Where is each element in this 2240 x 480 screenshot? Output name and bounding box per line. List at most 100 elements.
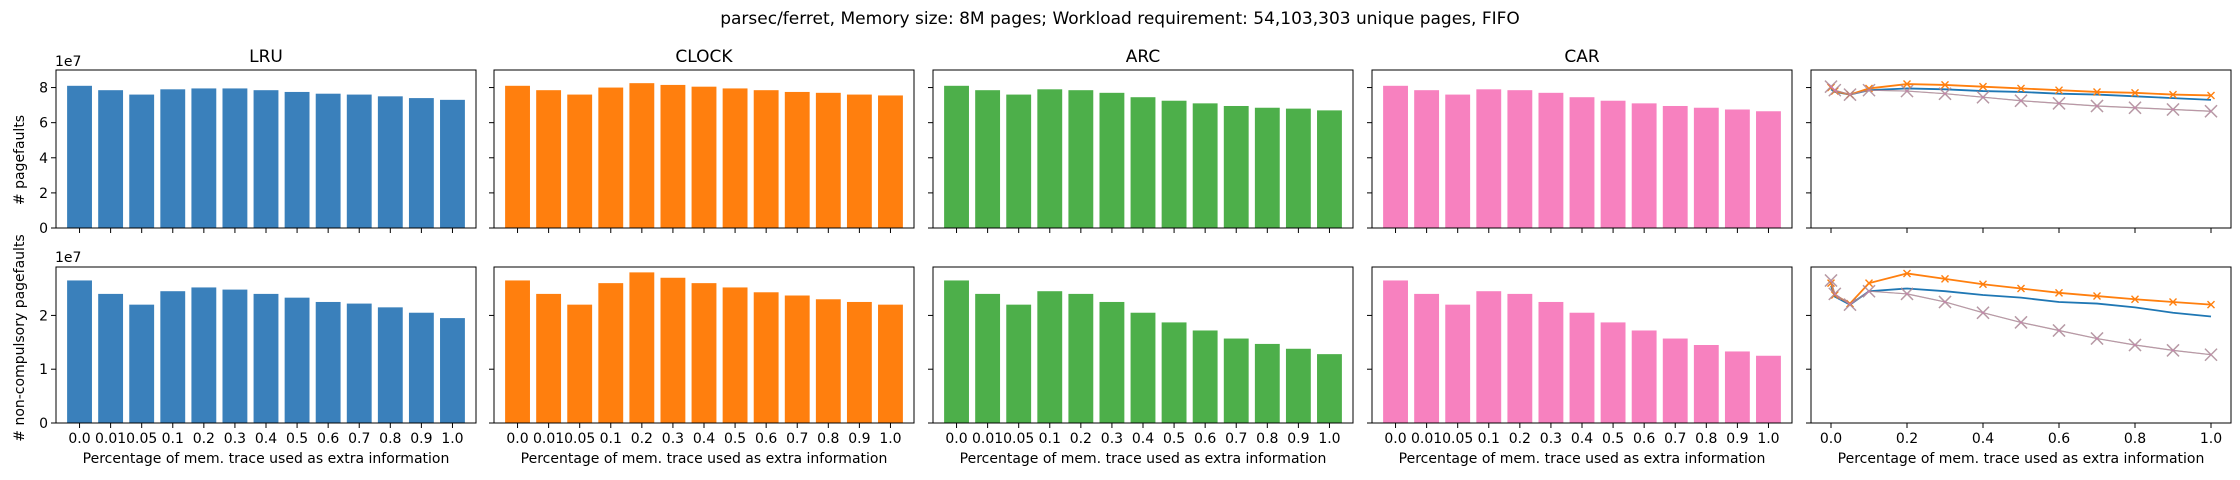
bar — [975, 90, 1001, 228]
bar — [1006, 304, 1032, 423]
bar — [1631, 103, 1657, 228]
data-point — [1843, 298, 1857, 312]
bar — [253, 90, 279, 228]
series-line — [1830, 86, 2212, 112]
subplot-top-2: CLOCK — [489, 47, 915, 233]
suptitle: parsec/ferret, Memory size: 8M pages; Wo… — [720, 9, 1520, 29]
x-tick-label: 0.8 — [379, 431, 401, 447]
bar — [1445, 304, 1471, 423]
data-point — [1843, 88, 1857, 102]
x-tick-label: 0.0 — [68, 431, 90, 447]
bar — [440, 318, 465, 423]
data-point — [1828, 83, 1842, 97]
x-tick-label: 1.0 — [879, 431, 901, 447]
bar — [722, 88, 748, 228]
subplot-top-3: ARC — [928, 47, 1354, 233]
data-point — [2131, 295, 2139, 304]
x-tick-label: 0.4 — [693, 431, 715, 447]
data-point — [1938, 87, 1952, 101]
bar — [784, 91, 810, 228]
x-tick-label: 0.3 — [224, 431, 246, 447]
data-point — [1865, 279, 1873, 288]
x-axis-label: Percentage of mem. trace used as extra i… — [960, 451, 1327, 467]
bar — [98, 293, 124, 423]
y-tick-label: 4 — [39, 151, 48, 167]
bar — [191, 287, 217, 423]
bar — [1068, 293, 1094, 423]
bar — [1476, 89, 1502, 228]
data-point — [2090, 332, 2104, 346]
data-point — [2052, 323, 2066, 337]
x-tick-label: 0.01 — [972, 431, 1003, 447]
ylabel-bottom: # non-compulsory pagefaults — [12, 234, 28, 441]
x-tick-label: 0.2 — [193, 431, 215, 447]
bar — [1223, 105, 1249, 228]
x-tick-label: 0.05 — [1003, 431, 1034, 447]
bar — [1099, 92, 1125, 228]
data-point — [2055, 86, 2063, 95]
bar — [629, 272, 655, 423]
data-point — [1979, 280, 1987, 289]
data-point — [2166, 103, 2180, 116]
x-tick-label: 0.1 — [162, 431, 184, 447]
bar — [1037, 89, 1063, 228]
bar — [98, 90, 124, 228]
x-tick-label: 0.1 — [1039, 431, 1061, 447]
bar — [1538, 92, 1564, 228]
x-tick-label: 0.6 — [2048, 431, 2070, 447]
data-point — [2166, 343, 2180, 357]
bar — [284, 91, 310, 228]
x-tick-label: 0.2 — [1509, 431, 1531, 447]
data-point — [2093, 87, 2101, 96]
x-tick-label: 0.1 — [600, 431, 622, 447]
data-point — [1846, 299, 1854, 308]
x-tick-label: 0.8 — [2124, 431, 2146, 447]
x-axis-label: Percentage of mem. trace used as extra i… — [1838, 451, 2205, 467]
y-tick-label: 1 — [39, 362, 48, 378]
x-tick-label: 0.9 — [1287, 431, 1309, 447]
data-point — [1900, 84, 1914, 98]
bar — [67, 85, 92, 228]
x-tick-label: 0.4 — [1571, 431, 1593, 447]
bar — [944, 280, 969, 423]
bar — [160, 89, 186, 228]
bar — [129, 304, 155, 423]
bar — [67, 280, 92, 423]
x-tick-label: 0.5 — [286, 431, 308, 447]
axes-frame — [1810, 266, 2232, 424]
bar — [1285, 348, 1311, 423]
bar — [408, 98, 434, 228]
bar — [1317, 110, 1342, 228]
bar — [815, 299, 841, 423]
data-point — [2204, 104, 2218, 118]
y-tick-label: 6 — [39, 116, 48, 132]
subplot-title: LRU — [249, 47, 283, 67]
data-point — [1824, 273, 1838, 287]
data-point — [2017, 284, 2025, 293]
bar — [975, 293, 1001, 423]
data-point — [2014, 315, 2028, 329]
bar — [284, 297, 310, 423]
x-tick-label: 0.4 — [255, 431, 277, 447]
bar — [1538, 301, 1564, 423]
x-tick-label: 0.2 — [1070, 431, 1092, 447]
x-tick-label: 0.1 — [1478, 431, 1500, 447]
data-point — [1903, 269, 1911, 278]
bar — [1037, 291, 1063, 423]
bar — [753, 292, 779, 423]
subplot-top-5 — [1806, 69, 2232, 233]
data-point — [2017, 84, 2025, 93]
bar — [1192, 103, 1218, 228]
x-tick-label: 0.8 — [1695, 431, 1717, 447]
data-point — [2052, 96, 2066, 110]
bar — [191, 88, 217, 228]
bar — [1445, 94, 1471, 228]
bar — [1507, 293, 1533, 423]
subplot-title: CAR — [1564, 47, 1599, 67]
bar — [878, 95, 903, 228]
bar — [567, 304, 593, 423]
x-tick-label: 0.01 — [95, 431, 126, 447]
data-point — [2090, 99, 2104, 113]
data-point — [1827, 279, 1835, 288]
bar — [1099, 301, 1125, 423]
